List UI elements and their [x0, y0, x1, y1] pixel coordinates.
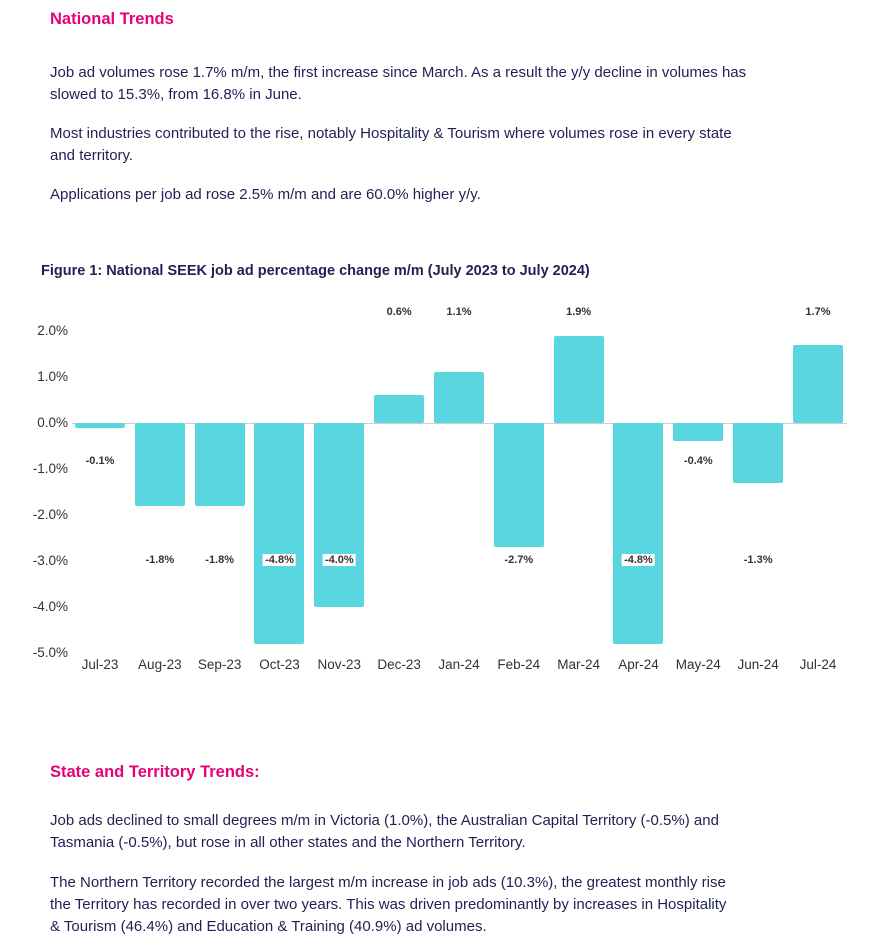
bar-Nov-23 — [314, 423, 365, 607]
y-axis-tick-label: -5.0% — [32, 645, 68, 660]
bar-value-label: 1.1% — [444, 306, 474, 318]
paragraph-northern-territory-increase: The Northern Territory recorded the larg… — [50, 874, 727, 935]
y-axis-tick-label: -1.0% — [32, 461, 68, 476]
bar-Jul-24 — [792, 344, 843, 423]
y-axis-tick-label: 0.0% — [37, 415, 68, 430]
bar-Sep-23 — [194, 423, 245, 506]
x-axis-tick-label: Dec-23 — [377, 657, 421, 672]
paragraph-state-declines: Job ads declined to small degrees m/m in… — [50, 812, 719, 851]
x-axis-tick-label: Apr-24 — [618, 657, 659, 672]
paragraph-industries-contribution: Most industries contributed to the rise,… — [50, 125, 732, 164]
bar-value-label: -1.3% — [741, 554, 775, 566]
bar-Oct-23 — [254, 423, 305, 644]
x-axis-tick-label: Feb-24 — [497, 657, 541, 672]
bar-Dec-23 — [374, 395, 425, 423]
bar-value-label: -0.1% — [83, 455, 117, 467]
x-axis-tick-label: Nov-23 — [317, 657, 362, 672]
national-job-ad-change-bar-chart: 2.0% 1.0% 0.0% -1.0% -2.0% -3.0% -4.0% -5.0% -0.… — [0, 300, 876, 695]
bar-value-label: -4.8% — [263, 554, 296, 566]
bar-value-label: -1.8% — [203, 554, 237, 566]
paragraph-applications-per-ad: Applications per job ad rose 2.5% m/m an… — [50, 186, 481, 203]
bar-Jul-23 — [75, 423, 125, 428]
x-axis-tick-label: Jun-24 — [737, 657, 779, 672]
bar-May-24 — [673, 423, 724, 442]
y-axis-tick-label: -3.0% — [32, 553, 68, 568]
x-axis-tick-label: Jul-23 — [81, 657, 119, 672]
bar-Jan-24 — [433, 372, 484, 423]
bar-value-label: -4.8% — [622, 554, 655, 566]
bar-Jun-24 — [733, 423, 784, 483]
figure-1-caption: Figure 1: National SEEK job ad percentag… — [41, 263, 590, 279]
x-axis-tick-label: Oct-23 — [259, 657, 300, 672]
zero-axis-line — [72, 423, 847, 424]
paragraph-job-ad-volumes: Job ad volumes rose 1.7% m/m, the first … — [50, 64, 747, 103]
bar-value-label: 1.9% — [564, 306, 594, 318]
state-territory-trends-heading: State and Territory Trends: — [50, 763, 260, 781]
bar-Aug-23 — [134, 423, 185, 506]
x-axis-tick-label: Jul-24 — [799, 657, 837, 672]
national-trends-heading: National Trends — [50, 10, 174, 28]
bar-value-label: -0.4% — [681, 455, 715, 467]
bar-value-label: 1.7% — [803, 306, 833, 318]
y-axis-tick-label: 2.0% — [37, 323, 68, 338]
bar-value-label: -4.0% — [322, 554, 356, 566]
y-axis-tick-label: -4.0% — [32, 599, 68, 614]
x-axis-tick-label: May-24 — [675, 657, 721, 672]
y-axis-tick-label: -2.0% — [32, 507, 68, 522]
x-axis-tick-label: Mar-24 — [557, 657, 601, 672]
bar-Mar-24 — [553, 335, 604, 423]
x-axis-tick-label: Jan-24 — [438, 657, 480, 672]
x-axis-tick-label: Aug-23 — [138, 657, 182, 672]
bar-value-label: 0.6% — [384, 306, 414, 318]
bar-value-label: -2.7% — [502, 554, 536, 566]
y-axis-tick-label: 1.0% — [37, 369, 68, 384]
x-axis-tick-label: Sep-23 — [197, 657, 242, 672]
bar-Apr-24 — [613, 423, 664, 644]
bar-Feb-24 — [493, 423, 544, 548]
bar-value-label: -1.8% — [143, 554, 177, 566]
